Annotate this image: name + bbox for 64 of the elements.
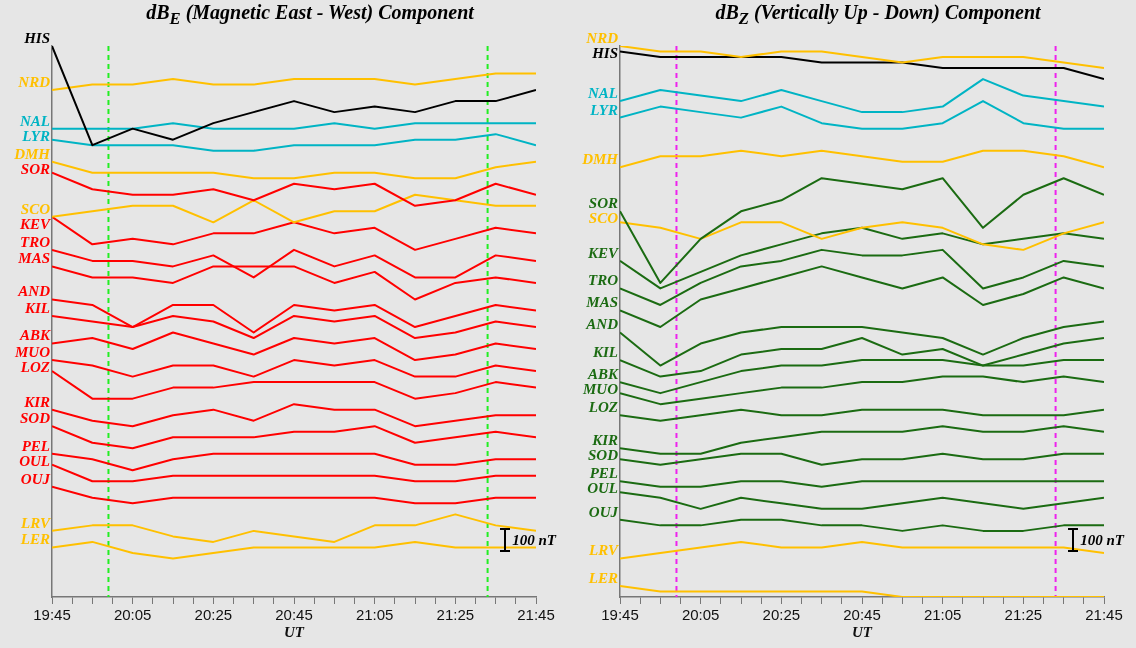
series-label: KEV bbox=[586, 244, 620, 261]
x-tick-label: 20:45 bbox=[275, 606, 313, 624]
x-axis-title: UT bbox=[852, 623, 873, 640]
x-tick-label: 19:45 bbox=[601, 606, 639, 624]
series-label: LYR bbox=[21, 127, 50, 144]
series-label: NRD bbox=[17, 73, 51, 90]
series-label: KIR bbox=[23, 393, 50, 410]
x-tick-label: 21:25 bbox=[1004, 606, 1043, 624]
series-label: HIS bbox=[591, 44, 618, 61]
x-tick-label: 20:05 bbox=[681, 606, 720, 624]
series-label: SOR bbox=[20, 160, 50, 177]
series-label: MAS bbox=[17, 250, 50, 267]
annotation: 100 nT bbox=[1080, 531, 1124, 549]
series-label: KIL bbox=[591, 343, 618, 360]
series-label: LRV bbox=[20, 514, 52, 531]
x-tick-label: 21:05 bbox=[923, 606, 962, 624]
series-label: LER bbox=[19, 531, 50, 548]
series-label: SOD bbox=[19, 410, 51, 427]
series-label: DMH bbox=[13, 145, 52, 162]
series-label: PEL bbox=[21, 437, 50, 454]
series-label: KEV bbox=[18, 215, 52, 232]
x-axis-title: UT bbox=[284, 623, 305, 640]
series-label: AND bbox=[585, 316, 619, 333]
series-label: NAL bbox=[587, 84, 618, 101]
series-label: LER bbox=[587, 569, 618, 586]
chart-title: dB$_{Z}$ (Vertically Up - Down) Component bbox=[714, 0, 1042, 28]
x-tick-label: 20:25 bbox=[762, 606, 801, 624]
x-tick-label: 21:25 bbox=[436, 606, 475, 624]
series-label: OUJ bbox=[588, 503, 619, 520]
series-label: LYR bbox=[589, 101, 618, 118]
series-label: PEL bbox=[589, 465, 618, 482]
series-label: ABK bbox=[18, 327, 51, 344]
series-label: TRO bbox=[20, 233, 51, 250]
x-tick-label: 21:45 bbox=[517, 606, 555, 624]
series-label: AND bbox=[17, 283, 51, 300]
x-tick-label: 19:45 bbox=[33, 606, 71, 624]
series-label: MAS bbox=[585, 294, 618, 311]
series-label: LOZ bbox=[587, 399, 618, 416]
series-label: LRV bbox=[588, 542, 620, 559]
series-label: NRD bbox=[585, 29, 619, 46]
series-label: TRO bbox=[588, 272, 619, 289]
x-tick-label: 21:05 bbox=[355, 606, 394, 624]
x-tick-label: 21:45 bbox=[1085, 606, 1123, 624]
x-tick-label: 20:25 bbox=[194, 606, 233, 624]
chart-title: dB$_{E}$ (Magnetic East - West) Component bbox=[145, 0, 476, 28]
series-label: HIS bbox=[23, 29, 50, 46]
series-label: ABK bbox=[586, 365, 619, 382]
series-label: LOZ bbox=[19, 358, 50, 375]
series-label: KIR bbox=[591, 432, 618, 449]
series-label: SOR bbox=[588, 195, 618, 212]
series-label: OUL bbox=[19, 452, 50, 469]
series-label: DMH bbox=[581, 151, 620, 168]
annotation: 100 nT bbox=[512, 531, 556, 549]
series-label: NAL bbox=[19, 112, 50, 129]
x-tick-label: 20:45 bbox=[843, 606, 881, 624]
series-label: SCO bbox=[588, 210, 619, 227]
series-label: KIL bbox=[23, 299, 50, 316]
series-label: MUO bbox=[581, 380, 619, 397]
series-label: OUL bbox=[587, 480, 618, 497]
series-label: MUO bbox=[13, 343, 51, 360]
series-label: SCO bbox=[20, 200, 51, 217]
x-tick-label: 20:05 bbox=[113, 606, 152, 624]
series-label: OUJ bbox=[20, 470, 51, 487]
series-label: SOD bbox=[587, 447, 619, 464]
